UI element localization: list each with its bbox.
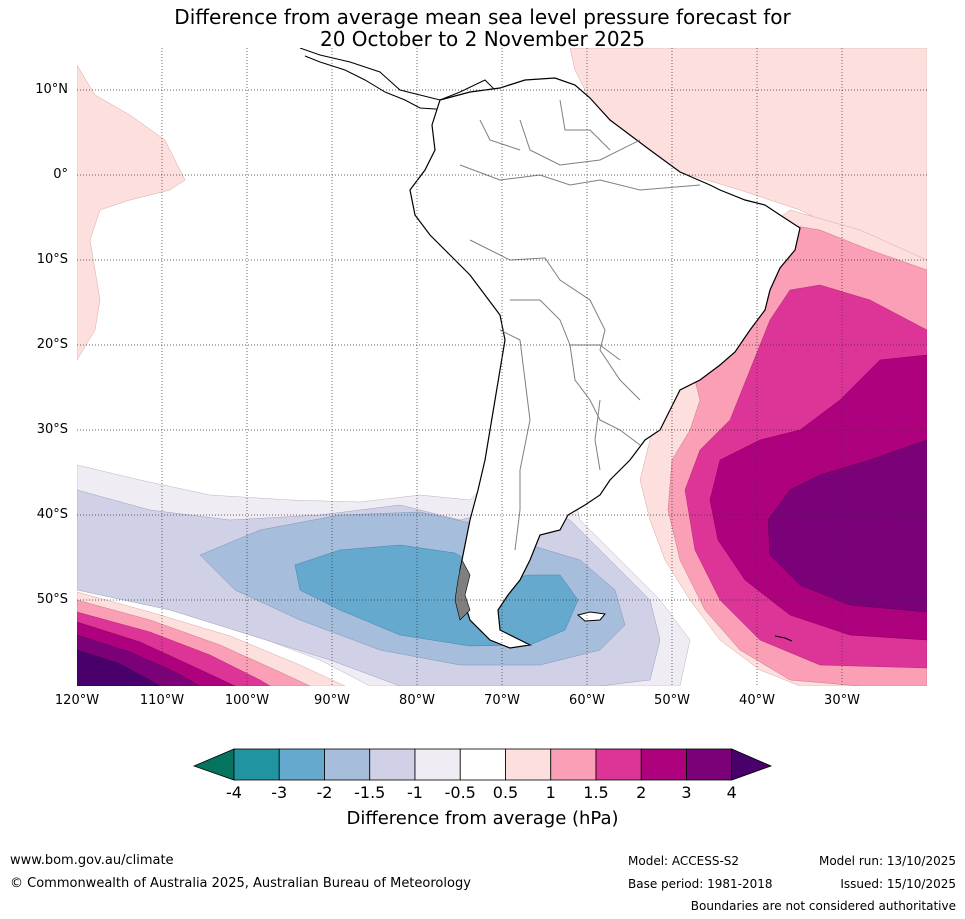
- colorbar-tick: 0.5: [492, 783, 519, 802]
- colorbar-bin: [550, 748, 597, 781]
- map-title-line1: Difference from average mean sea level p…: [174, 5, 791, 29]
- colorbar-bin: [414, 748, 461, 781]
- footer-base-period: Base period: 1981-2018: [628, 877, 773, 891]
- lon-label: 60°W: [569, 693, 605, 708]
- lat-label: 40°S: [36, 507, 68, 522]
- anomaly-sw-4: [77, 649, 161, 686]
- colorbar-bin: [505, 748, 552, 781]
- colorbar-bin: [595, 748, 642, 781]
- colorbar-tick: -1.5: [354, 783, 386, 802]
- colorbar-bin: [233, 748, 280, 781]
- lon-label: 110°W: [139, 693, 185, 708]
- graticule: [77, 48, 927, 686]
- lat-label: 0°: [53, 167, 68, 182]
- colorbar-tick: -4: [226, 783, 242, 802]
- lon-label: 100°W: [224, 693, 270, 708]
- lat-label: 10°N: [35, 82, 68, 97]
- south-america-coastline: [409, 77, 801, 649]
- colorbar-tick: 3: [681, 783, 692, 802]
- footer-website: www.bom.gov.au/climate: [10, 853, 174, 868]
- colorbar: [192, 748, 773, 781]
- colorbar-extend-low: [192, 748, 235, 781]
- anomaly-ne-atlantic-0.5: [569, 48, 927, 271]
- colorbar-tick: -3: [271, 783, 288, 802]
- colorbar-tick: 1.5: [583, 783, 609, 802]
- lon-label: 80°W: [399, 693, 435, 708]
- colorbar-bin: [686, 748, 733, 781]
- colorbar-bin: [640, 748, 687, 781]
- map-area: [77, 48, 927, 686]
- falkland-islands: [576, 611, 606, 622]
- anomaly-nw-pacific-0.5: [77, 64, 186, 361]
- lon-label: 120°W: [54, 693, 100, 708]
- lon-label: 90°W: [314, 693, 350, 708]
- lon-label: 70°W: [484, 693, 520, 708]
- lat-label: 50°S: [36, 592, 68, 607]
- colorbar-tick: -2: [316, 783, 333, 802]
- south-georgia: [774, 635, 793, 642]
- footer-copyright: © Commonwealth of Australia 2025, Austra…: [10, 876, 471, 891]
- country-borders: [459, 99, 701, 551]
- footer-issued: Issued: 15/10/2025: [840, 877, 956, 891]
- colorbar-tick: -1: [407, 783, 423, 802]
- colorbar-bin: [278, 748, 325, 781]
- colorbar-tick: 4: [726, 783, 737, 802]
- tierra-del-fuego-islands: [454, 559, 471, 621]
- map-title-line2: 20 October to 2 November 2025: [319, 27, 646, 51]
- lon-label: 40°W: [739, 693, 775, 708]
- lat-label: 20°S: [36, 337, 68, 352]
- lat-label: 30°S: [36, 422, 68, 437]
- lat-label: 10°S: [36, 252, 68, 267]
- lon-label: 50°W: [654, 693, 690, 708]
- footer-model: Model: ACCESS-S2: [628, 854, 740, 868]
- colorbar-title: Difference from average (hPa): [346, 808, 619, 829]
- colorbar-bin: [369, 748, 416, 781]
- footer-model-run: Model run: 13/10/2025: [818, 854, 956, 868]
- colorbar-extend-high: [731, 748, 773, 781]
- colorbar-bin: [324, 748, 371, 781]
- lon-label: 30°W: [824, 693, 860, 708]
- colorbar-tick: 2: [636, 783, 647, 802]
- colorbar-bin: [459, 748, 506, 781]
- colorbar-tick: -0.5: [444, 783, 476, 802]
- colorbar-tick: 1: [545, 783, 556, 802]
- anomaly-se-atlantic-3: [767, 439, 927, 613]
- footer-disclaimer: Boundaries are not considered authoritat…: [690, 899, 956, 913]
